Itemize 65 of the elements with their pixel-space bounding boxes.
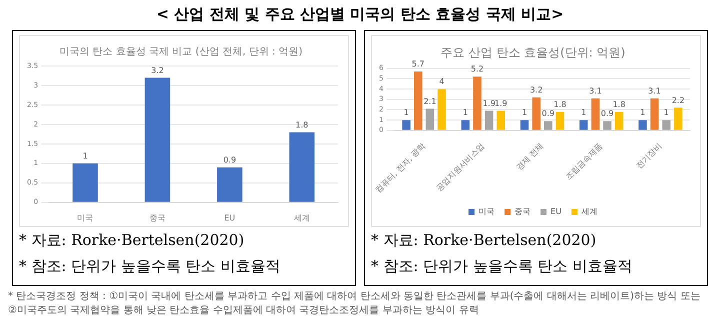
data-label: 1.8 [612, 100, 626, 109]
text: * 참조: 단위가 높을수록 탄소 비효율적 [19, 256, 282, 277]
text: * 자료: Rorke·Bertelsen(2020) [371, 230, 598, 251]
data-label: 1.8 [296, 120, 308, 130]
bar [544, 121, 552, 130]
bar [614, 112, 624, 130]
bar [289, 132, 315, 202]
data-label: 1 [404, 108, 409, 118]
bar [484, 110, 494, 130]
bar [603, 121, 612, 130]
data-label: 0.9 [600, 109, 614, 118]
text: * 탄소국경조정 정책 : ①미국이 국내에 탄소세를 부과하고 수입 제품에 대하여 탄소세와 동일한 탄소관세를 부과(수출에 대해서는 리베이트)하는 방식 또는 ②미국주도의 국제협약을 통해 낮은 탄소효율 수입제품에 대하여 국경탄소조정세를 부과하는 방식이 유력 [7, 290, 702, 318]
bar [591, 98, 600, 130]
bar [520, 120, 529, 130]
data-label: 4 [439, 77, 444, 86]
legend-label: 세계 [581, 207, 598, 216]
data-label: 2.1 [424, 96, 436, 106]
data-label: 1 [581, 108, 586, 118]
bar [438, 89, 446, 130]
bar [556, 112, 564, 130]
bar [650, 98, 659, 130]
bar [217, 167, 242, 202]
legend-label: 미국 [478, 207, 495, 216]
bar [72, 163, 98, 202]
x-tick-label: 중국 [149, 213, 166, 222]
x-tick-label: 미국 [77, 213, 94, 222]
bar [579, 120, 588, 130]
data-label: 1 [664, 108, 669, 118]
legend-label: 중국 [514, 207, 531, 216]
bar [144, 78, 170, 202]
bar [426, 108, 434, 130]
data-label: 3.2 [151, 66, 164, 75]
chart-title: 미국의 탄소 효율성 국제 비교 (산업 전체, 단위 : 억원) [60, 46, 303, 58]
data-label: 1.9 [482, 98, 496, 108]
data-label: 5.7 [412, 60, 424, 69]
bar [414, 72, 422, 130]
chart-title: 주요 산업 탄소 효율성(단위: 억원) [440, 45, 626, 60]
x-tick-label: EU [224, 213, 236, 222]
bar [473, 76, 482, 130]
text: * 자료: Rorke·Bertelsen(2020) [19, 230, 246, 251]
bar [402, 120, 410, 130]
bar [496, 110, 506, 130]
data-label: 1 [82, 152, 88, 161]
bar [674, 108, 682, 130]
x-tick-label: 경제 전체 [514, 141, 546, 172]
data-label: 3.1 [648, 86, 661, 96]
data-label: 3.1 [589, 86, 602, 96]
data-label: 1.9 [494, 98, 508, 108]
data-label: 1 [640, 108, 646, 118]
data-label: 0.9 [223, 155, 236, 164]
data-label: 1 [522, 108, 528, 118]
data-label: 1 [462, 108, 468, 118]
bar [532, 97, 540, 130]
data-label: 3.2 [530, 85, 543, 94]
data-label: 2.2 [672, 96, 685, 105]
bar [461, 120, 470, 130]
data-label: 5.2 [470, 64, 484, 74]
x-tick-label: 세계 [294, 213, 310, 222]
data-label: 1.8 [554, 100, 566, 109]
legend-label: EU [550, 207, 562, 216]
bar [638, 120, 647, 130]
bar [662, 120, 670, 130]
data-label: 0.9 [542, 109, 555, 118]
text: * 참조: 단위가 높을수록 탄소 비효율적 [371, 256, 634, 277]
text: < 산업 전체 및 주요 산업별 미국의 탄소 효율성 국제 비교> [155, 4, 565, 25]
